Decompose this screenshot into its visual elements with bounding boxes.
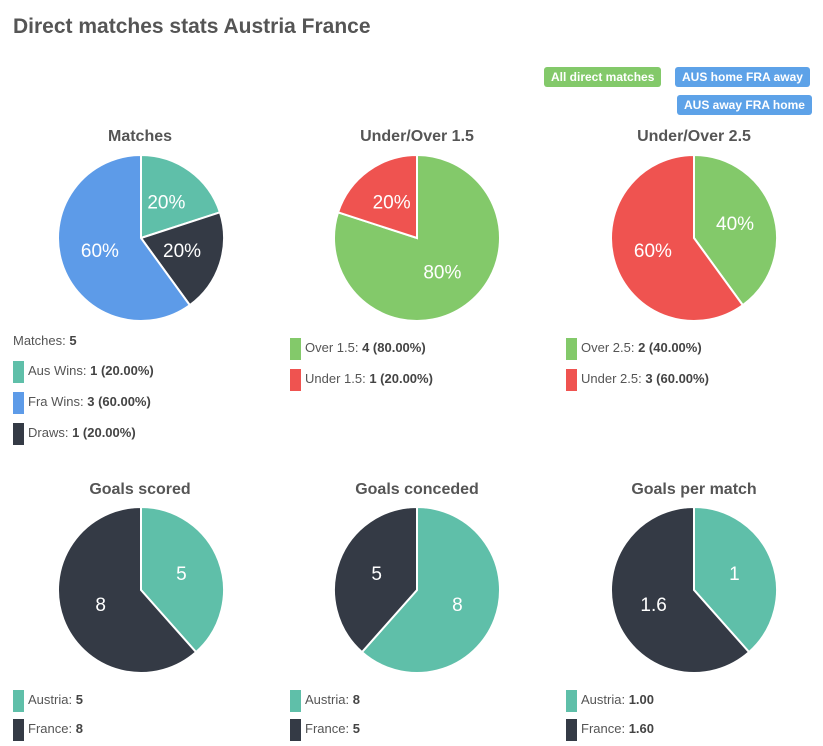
- under-over-15-slice-under-1-5: [336, 153, 418, 240]
- matches-chart-title: Matches: [107, 128, 173, 145]
- goals-per-match-legend-item-france: France: 1.60: [566, 718, 654, 741]
- goals-conceded-slice-austria: [360, 505, 501, 674]
- page-title: Direct matches stats Austria France: [13, 15, 371, 38]
- matches-legend-value: 1 (20.00%): [72, 425, 136, 440]
- goals-conceded-legend-label: Austria:: [305, 692, 353, 707]
- under-over-25-slice-under-2-5: [610, 153, 745, 322]
- aus-home-fra-away-button[interactable]: AUS home FRA away: [675, 67, 810, 87]
- goals-scored-slice-austria: [140, 505, 225, 654]
- aus-away-fra-home-button[interactable]: AUS away FRA home: [677, 95, 812, 115]
- matches-legend-swatch-aus-wins: [13, 360, 24, 383]
- matches-data-label-fra-wins: 60%: [81, 241, 119, 262]
- under-over-25-legend-item-under-2-5: Under 2.5: 3 (60.00%): [566, 368, 709, 391]
- under-over-25-data-label-over-2-5: 40%: [716, 214, 754, 235]
- goals-scored-pie-chart: 58: [57, 505, 225, 674]
- under-over-25-legend-label: Over 2.5:: [581, 340, 639, 355]
- goals-scored-legend-label: France:: [28, 721, 76, 736]
- matches-slice-draws: [139, 211, 225, 307]
- goals-scored-chart-title: Goals scored: [89, 481, 191, 498]
- under-over-25-chart-title: Under/Over 2.5: [637, 128, 751, 145]
- matches-slice-aus-wins: [140, 153, 222, 240]
- under-over-25-legend-swatch-under-2-5: [566, 368, 577, 391]
- goals-scored-legend-value: 5: [75, 692, 83, 707]
- goals-conceded-data-label-austria: 8: [452, 595, 463, 616]
- goals-per-match-legend-swatch-austria: [566, 689, 577, 712]
- under-over-15-data-label-over-1-5: 80%: [423, 262, 461, 283]
- under-over-15-legend-value: 4 (80.00%): [362, 340, 426, 355]
- goals-per-match-pie-chart: 11.6: [610, 505, 778, 674]
- goals-conceded-pie-chart: 85: [333, 505, 501, 674]
- matches-legend-item-aus-wins: Aus Wins: 1 (20.00%): [13, 360, 154, 383]
- matches-count-legend: Matches: 5: [13, 330, 77, 352]
- under-over-25-legend-item-over-2-5: Over 2.5: 2 (40.00%): [566, 337, 702, 360]
- matches-legend-label: Draws:: [28, 425, 73, 440]
- matches-legend-swatch-fra-wins: [13, 391, 24, 414]
- goals-conceded-legend-item-france: France: 5: [290, 718, 360, 741]
- under-over-15-legend-label: Under 1.5:: [305, 371, 370, 386]
- goals-per-match-slice-france: [610, 505, 751, 674]
- goals-per-match-legend-swatch-france: [566, 718, 577, 741]
- goals-scored-legend-item-france: France: 8: [13, 718, 83, 741]
- goals-per-match-data-label-austria: 1: [729, 564, 740, 585]
- matches-legend-label: Aus Wins:: [28, 363, 91, 378]
- under-over-15-legend-value: 1 (20.00%): [369, 371, 433, 386]
- under-over-15-pie-chart: 80% 20%: [333, 153, 501, 322]
- goals-per-match-legend-label: Austria:: [581, 692, 629, 707]
- goals-scored-slice-france: [57, 505, 198, 674]
- under-over-25-slice-over-2-5: [693, 153, 778, 307]
- matches-data-label-draws: 20%: [163, 241, 201, 262]
- goals-conceded-data-label-france: 5: [371, 564, 382, 585]
- goals-scored-data-label-france: 8: [95, 595, 106, 616]
- goals-scored-legend-item-austria: Austria: 5: [13, 689, 83, 712]
- matches-count-value: 5: [69, 333, 77, 348]
- goals-conceded-chart-title: Goals conceded: [355, 481, 479, 498]
- under-over-25-legend-value: 2 (40.00%): [638, 340, 702, 355]
- matches-legend-value: 1 (20.00%): [90, 363, 154, 378]
- goals-conceded-legend-label: France:: [305, 721, 353, 736]
- goals-conceded-slice-france: [333, 505, 418, 654]
- under-over-25-pie-chart: 40% 60%: [610, 153, 778, 322]
- goals-scored-legend-swatch-austria: [13, 689, 24, 712]
- under-over-15-legend-label: Over 1.5:: [305, 340, 363, 355]
- under-over-15-legend-swatch-under-1-5: [290, 368, 301, 391]
- goals-per-match-legend-label: France:: [581, 721, 629, 736]
- goals-scored-legend-label: Austria:: [28, 692, 76, 707]
- under-over-15-chart-title: Under/Over 1.5: [360, 128, 474, 145]
- under-over-25-legend-value: 3 (60.00%): [645, 371, 709, 386]
- under-over-15-legend-swatch-over-1-5: [290, 337, 301, 360]
- under-over-15-legend-item-under-1-5: Under 1.5: 1 (20.00%): [290, 368, 433, 391]
- goals-scored-legend-value: 8: [75, 721, 83, 736]
- goals-per-match-chart-title: Goals per match: [631, 481, 757, 498]
- matches-slice-fra-wins: [57, 153, 192, 322]
- goals-per-match-slice-austria: [693, 505, 778, 654]
- goals-per-match-legend-value: 1.00: [628, 692, 654, 707]
- under-over-25-data-label-under-2-5: 60%: [634, 241, 672, 262]
- matches-legend-value: 3 (60.00%): [87, 394, 151, 409]
- goals-conceded-legend-value: 5: [352, 721, 360, 736]
- matches-data-label-aus-wins: 20%: [147, 193, 185, 214]
- matches-pie-chart: 20% 20% 60%: [57, 153, 225, 322]
- goals-per-match-legend-value: 1.60: [628, 721, 654, 736]
- goals-conceded-legend-value: 8: [352, 692, 360, 707]
- matches-legend-swatch-draws: [13, 422, 24, 445]
- goals-conceded-legend-swatch-austria: [290, 689, 301, 712]
- goals-conceded-legend-item-austria: Austria: 8: [290, 689, 360, 712]
- goals-scored-data-label-austria: 5: [176, 564, 187, 585]
- matches-legend-item-draws: Draws: 1 (20.00%): [13, 422, 136, 445]
- goals-per-match-data-label-france: 1.6: [640, 595, 666, 616]
- under-over-15-legend-item-over-1-5: Over 1.5: 4 (80.00%): [290, 337, 426, 360]
- matches-legend-label: Fra Wins:: [28, 394, 88, 409]
- goals-scored-legend-swatch-france: [13, 718, 24, 741]
- under-over-25-legend-label: Under 2.5:: [581, 371, 646, 386]
- matches-legend-item-fra-wins: Fra Wins: 3 (60.00%): [13, 391, 151, 414]
- goals-conceded-legend-swatch-france: [290, 718, 301, 741]
- goals-per-match-legend-item-austria: Austria: 1.00: [566, 689, 654, 712]
- under-over-25-legend-swatch-over-2-5: [566, 337, 577, 360]
- matches-count-label: Matches:: [13, 333, 70, 348]
- under-over-15-data-label-under-1-5: 20%: [373, 193, 411, 214]
- all-direct-matches-button[interactable]: All direct matches: [544, 67, 662, 87]
